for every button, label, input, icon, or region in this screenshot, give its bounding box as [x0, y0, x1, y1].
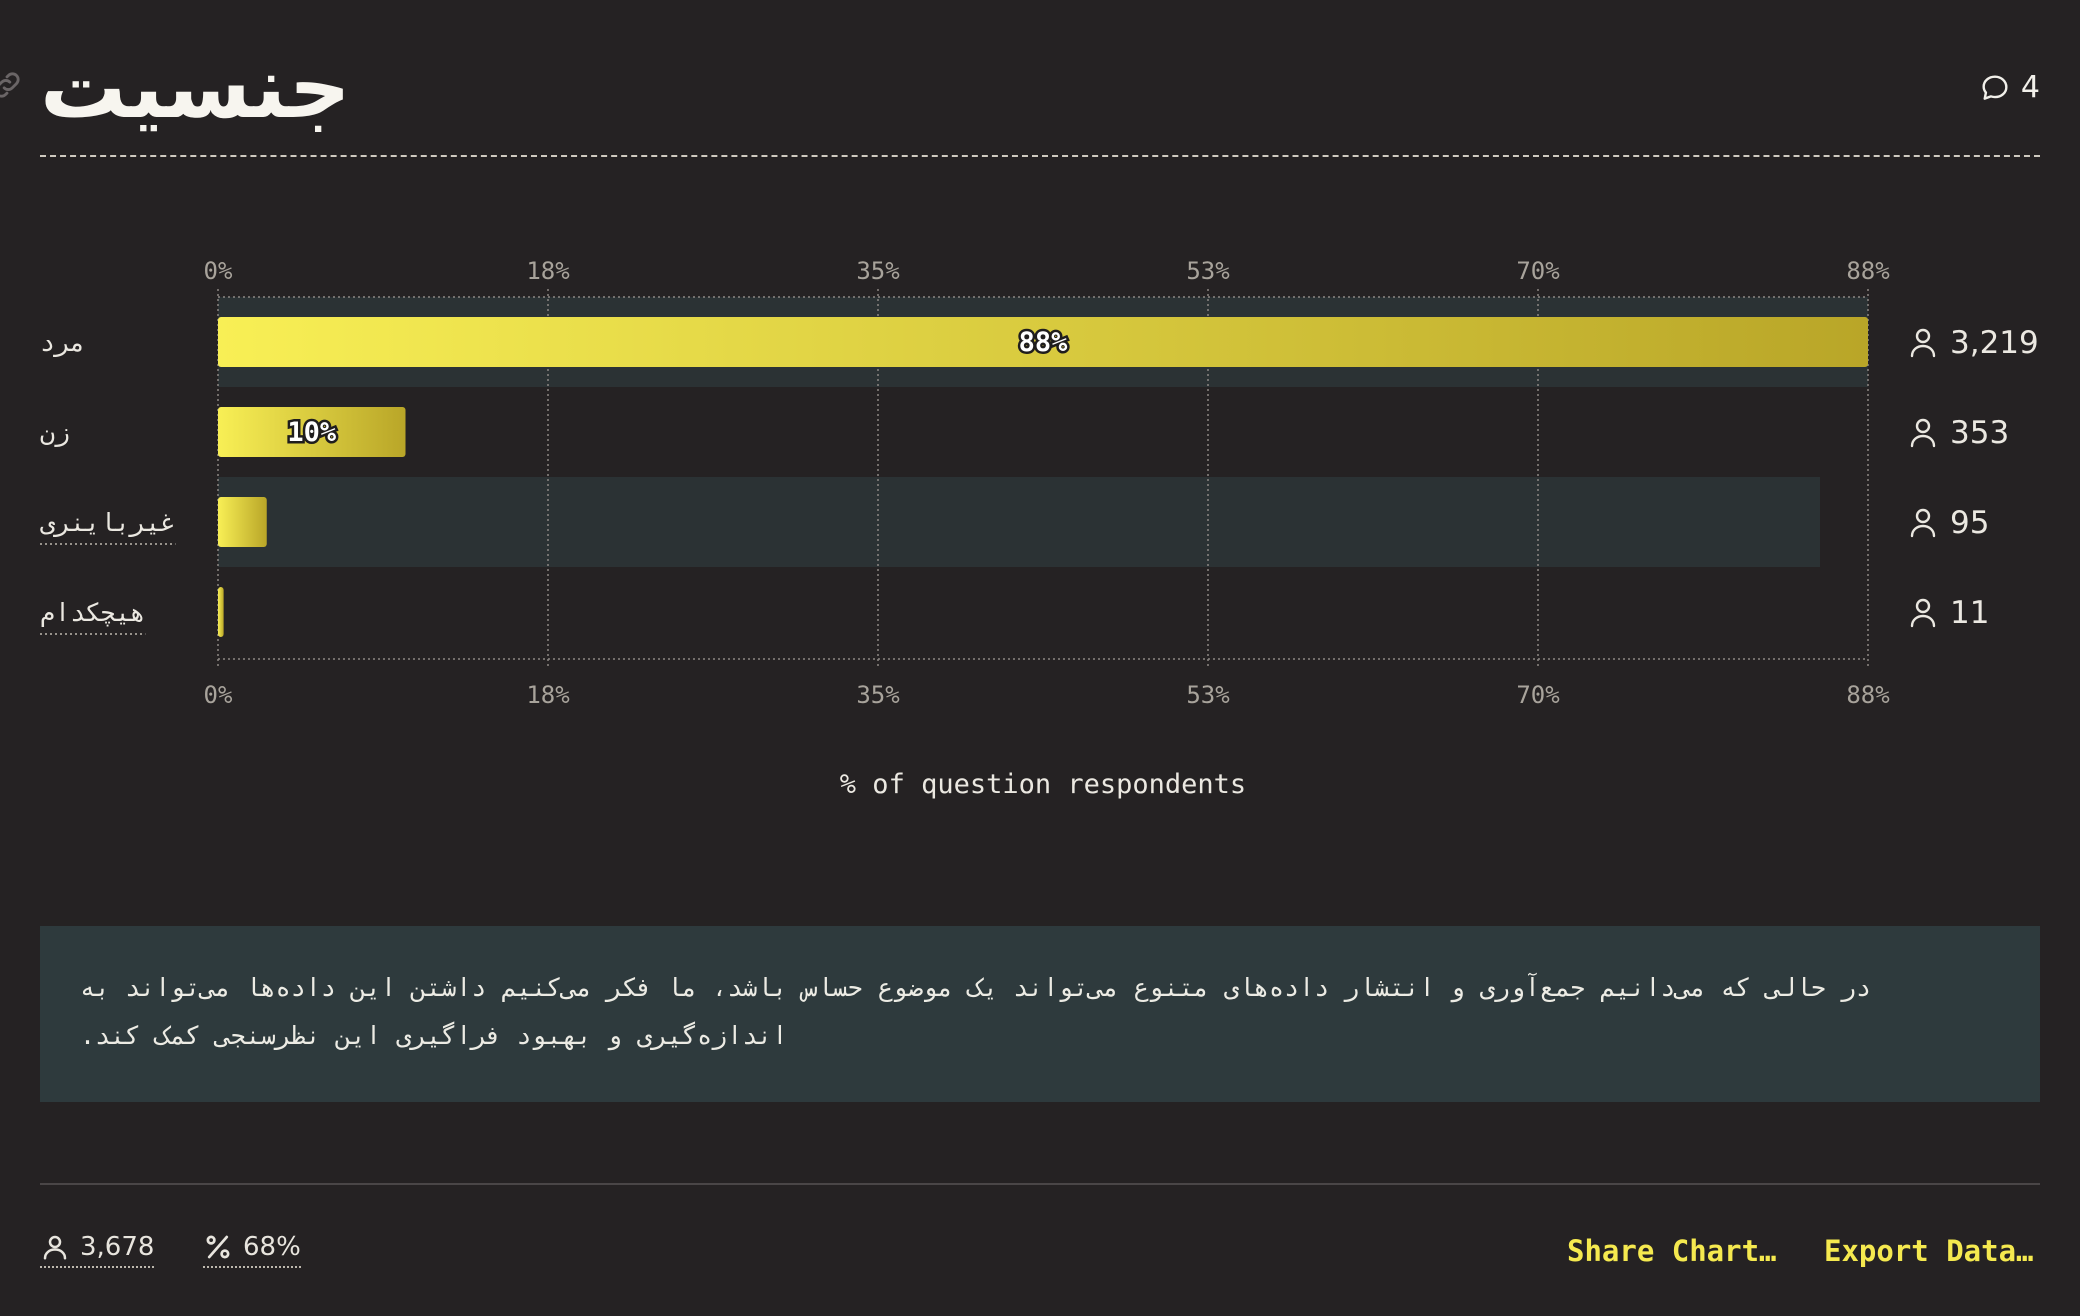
x-tick-label-bottom: 88%: [1846, 681, 1890, 709]
response-rate[interactable]: 68%: [203, 1232, 301, 1268]
respondent-count: 3,219: [1950, 325, 2039, 361]
respondent-count: 353: [1950, 415, 2009, 451]
person-icon: [1910, 418, 1936, 448]
bar: [218, 407, 406, 457]
row-highlight: [218, 477, 1820, 567]
header-divider: [40, 155, 2040, 157]
comments-button[interactable]: 4: [1979, 70, 2040, 105]
info-note: در حالی که می‌دانیم جمع‌آوری و انتشار دا…: [40, 926, 2040, 1102]
x-tick-label-top: 0%: [204, 257, 233, 285]
category-label: غیرباینری: [40, 508, 175, 537]
x-axis-title: % of question respondents: [840, 769, 1246, 800]
x-tick-label-bottom: 18%: [526, 681, 570, 709]
footer-divider: [40, 1183, 2040, 1185]
respondent-count: 95: [1950, 505, 1989, 541]
page-title: جنسیت: [40, 38, 351, 138]
link-icon[interactable]: [0, 68, 24, 102]
percent-icon: [206, 1235, 230, 1259]
x-tick-label-bottom: 70%: [1516, 681, 1560, 709]
person-icon: [1910, 328, 1936, 358]
category-label: زن: [40, 418, 70, 447]
share-chart-button[interactable]: Share Chart…: [1567, 1234, 1777, 1268]
note-text: در حالی که می‌دانیم جمع‌آوری و انتشار دا…: [80, 973, 1872, 1050]
x-tick-label-top: 88%: [1846, 257, 1890, 285]
bar-chart: 0% 0% 18% 18% 35% 35% 53% 53% 70% 70% 88% 88% 88% مرد…: [40, 257, 2039, 800]
respondents-count: 3,678: [80, 1232, 155, 1262]
comment-icon: [1982, 74, 2008, 100]
total-respondents[interactable]: 3,678: [40, 1232, 155, 1268]
response-rate-value: 68%: [243, 1232, 301, 1262]
category-label: هیچکدام: [40, 598, 145, 627]
bar: [218, 317, 1868, 367]
x-tick-label-top: 35%: [856, 257, 900, 285]
respondent-count: 11: [1950, 595, 1989, 631]
export-data-button[interactable]: Export Data…: [1824, 1234, 2034, 1268]
person-icon: [1910, 508, 1936, 538]
bar-value-label: 10%: [287, 417, 337, 448]
bar: [218, 587, 224, 637]
x-tick-label-top: 18%: [526, 257, 570, 285]
x-tick-label-bottom: 0%: [204, 681, 233, 709]
x-tick-label-top: 70%: [1516, 257, 1560, 285]
x-tick-label-bottom: 53%: [1186, 681, 1230, 709]
person-icon: [43, 1235, 67, 1260]
bar: [218, 497, 267, 547]
category-label: مرد: [40, 328, 85, 357]
person-icon: [1910, 598, 1936, 628]
comment-count: 4: [2020, 70, 2040, 105]
bar-value-label: 88%: [1019, 327, 1069, 358]
x-tick-label-bottom: 35%: [856, 681, 900, 709]
x-tick-label-top: 53%: [1186, 257, 1230, 285]
